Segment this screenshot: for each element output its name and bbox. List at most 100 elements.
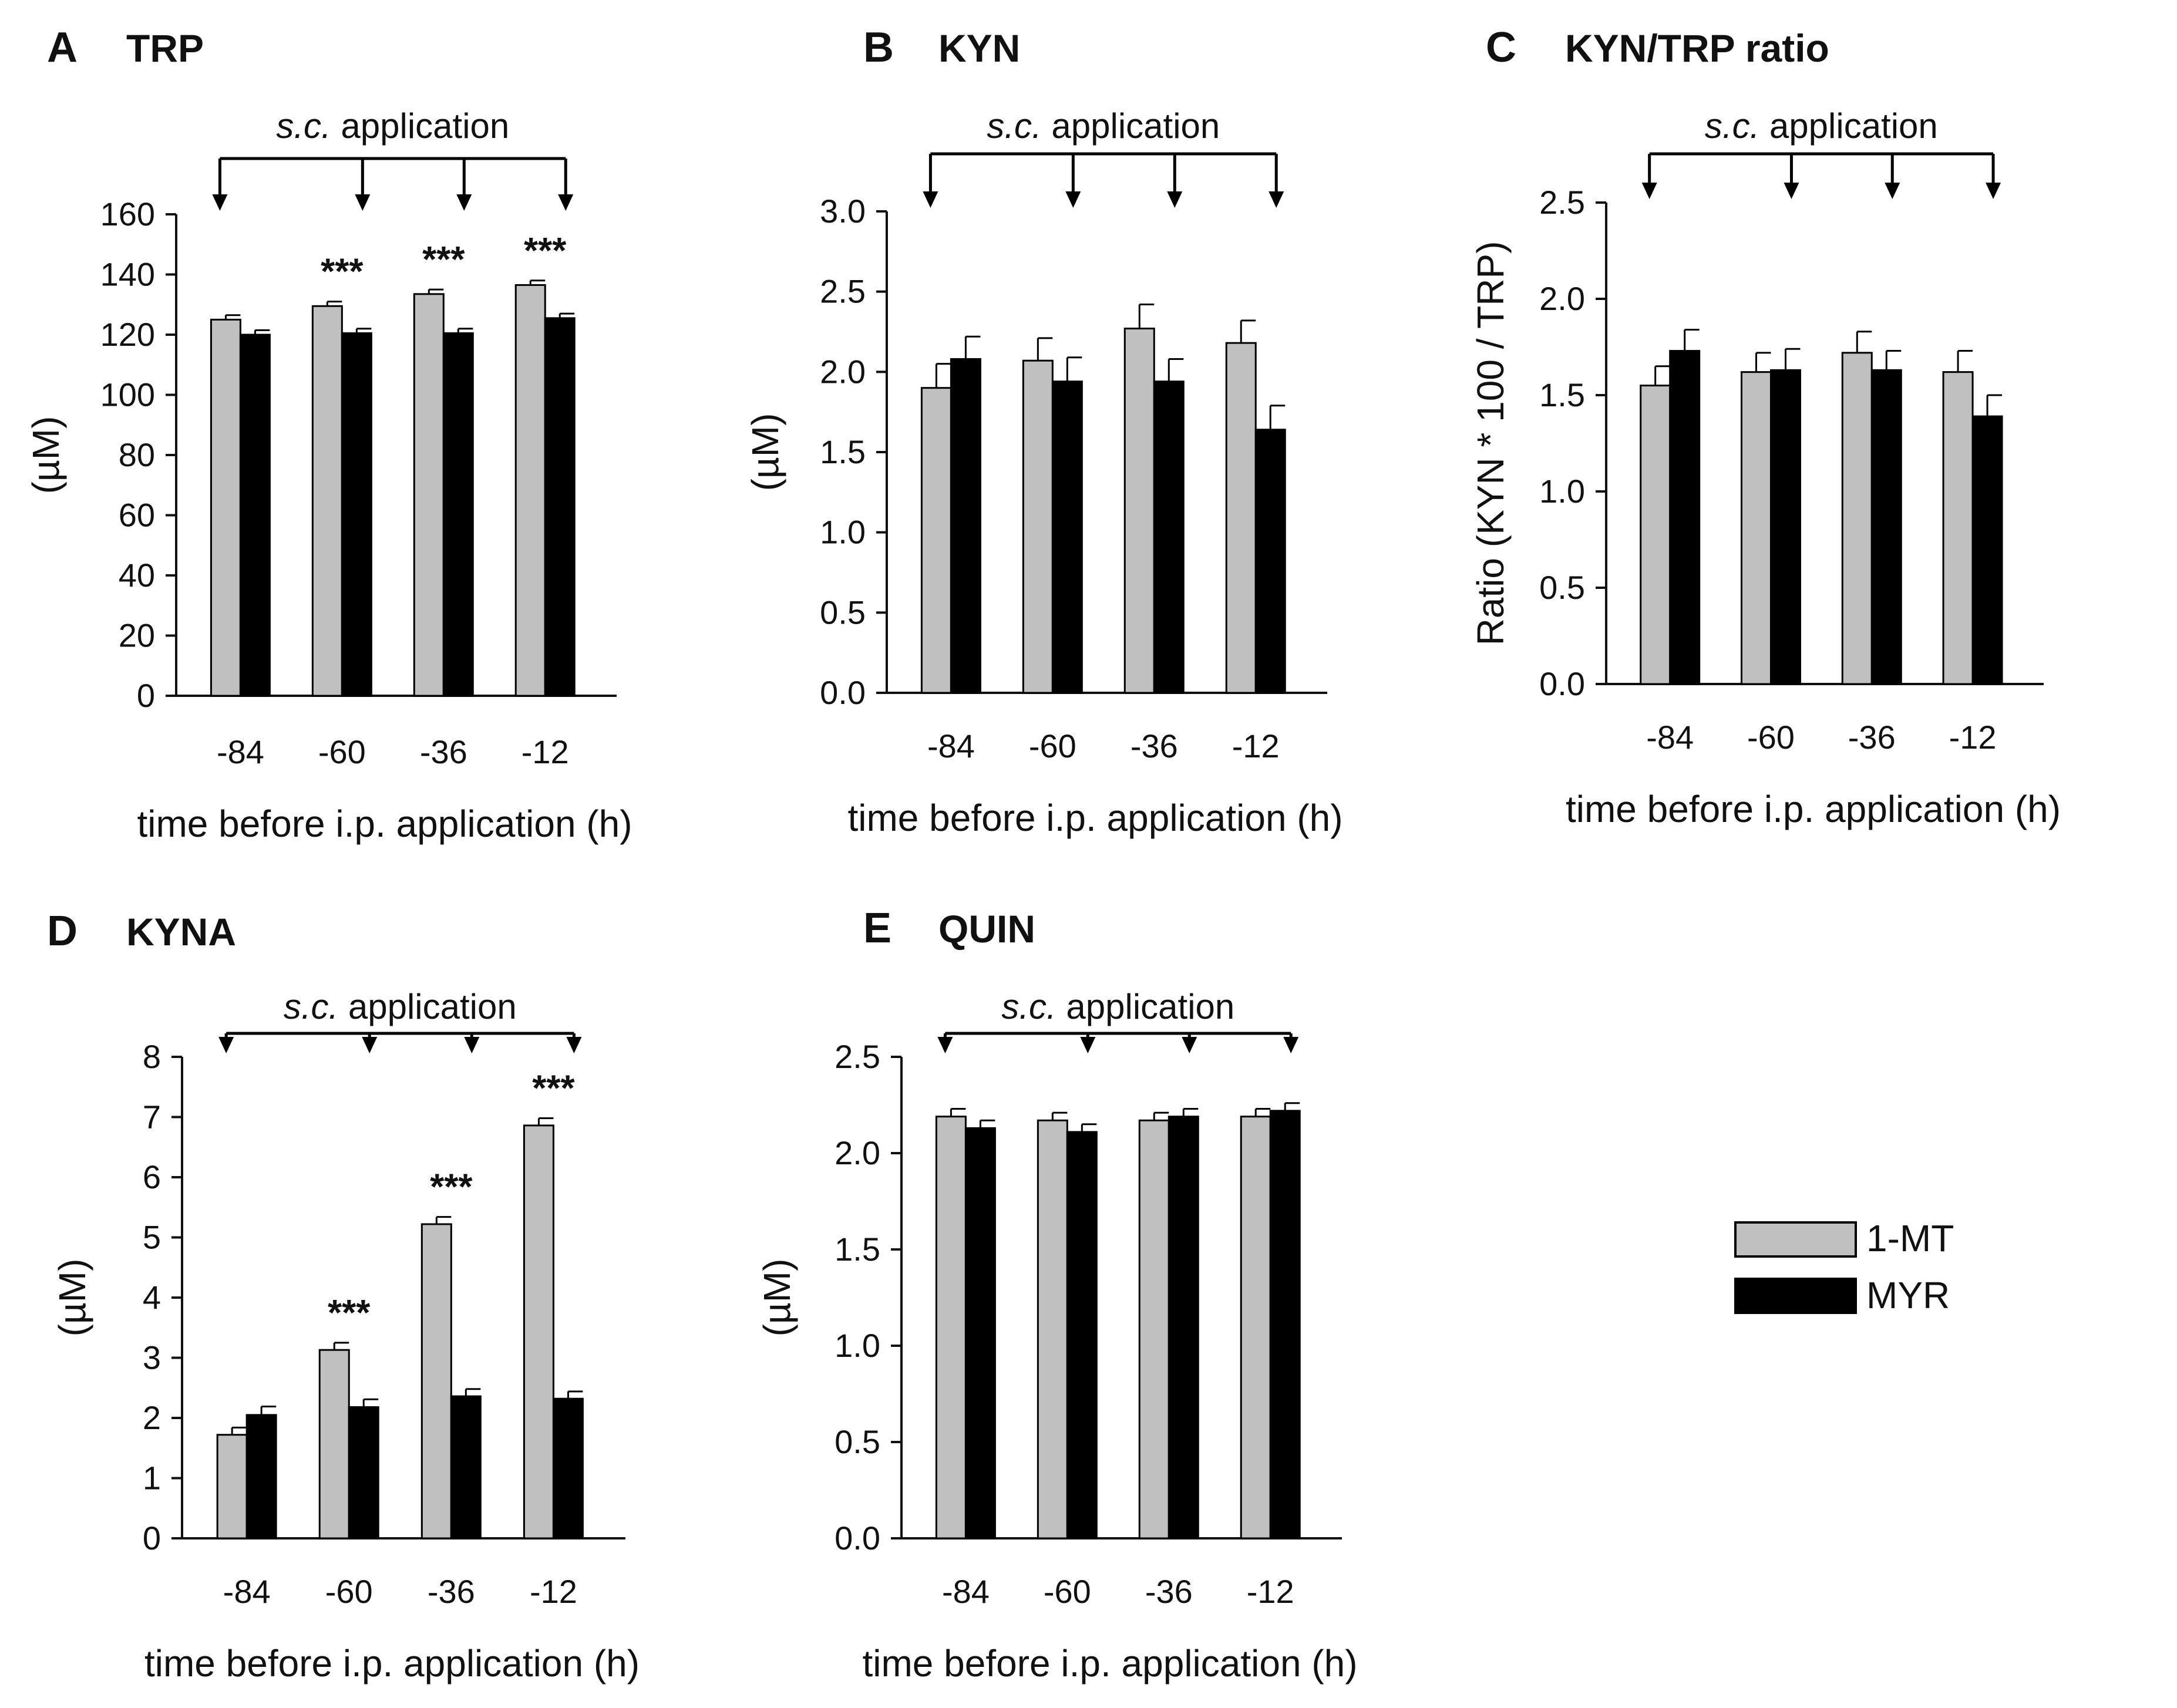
bar-b-1mt-3 bbox=[1225, 342, 1257, 694]
arrow-down-icon bbox=[1641, 183, 1657, 199]
significance-stars-a: *** bbox=[422, 240, 465, 280]
x-tick-label-e: -84 bbox=[942, 1573, 990, 1610]
bar-d-1mt-1 bbox=[318, 1349, 350, 1539]
bar-e-myr-1 bbox=[1066, 1131, 1098, 1539]
x-axis-label-c: time before i.p. application (h) bbox=[1566, 788, 2061, 830]
y-tick-label-d: 4 bbox=[143, 1279, 161, 1316]
bar-c-1mt-2 bbox=[1841, 352, 1873, 685]
bar-d-1mt-3 bbox=[523, 1124, 554, 1539]
bar-b-1mt-2 bbox=[1123, 328, 1155, 694]
arrow-down-icon bbox=[1283, 1037, 1299, 1053]
y-tick-label-a: 100 bbox=[100, 376, 155, 413]
significance-stars-d: *** bbox=[328, 1293, 371, 1333]
y-tick-label-d: 6 bbox=[143, 1158, 161, 1195]
bar-b-1mt-1 bbox=[1022, 359, 1054, 694]
chart-panel-a: A TRP 0 20 40 60 80 100 120 140 160 -84 -60 *** -36 ***… bbox=[25, 24, 632, 845]
y-tick-label-a: 0 bbox=[137, 677, 155, 714]
y-tick-label-b: 2.5 bbox=[820, 273, 866, 310]
y-tick-label-a: 80 bbox=[119, 436, 155, 473]
arrow-down-icon bbox=[566, 1037, 582, 1053]
y-tick-label-d: 0 bbox=[143, 1520, 161, 1557]
panel-title-b: KYN bbox=[938, 26, 1020, 70]
x-tick-label-d: -36 bbox=[428, 1573, 475, 1610]
legend-label-myr: MYR bbox=[1866, 1274, 1950, 1316]
y-axis-label-c: Ratio (KYN * 100 / TRP) bbox=[1469, 241, 1512, 646]
panel-letter-d: D bbox=[47, 908, 78, 955]
arrow-down-icon bbox=[218, 1037, 234, 1053]
x-tick-label-c: -12 bbox=[1949, 719, 1997, 756]
x-tick-label-e: -12 bbox=[1247, 1573, 1294, 1610]
arrow-down-icon bbox=[1268, 191, 1284, 208]
arrow-down-icon bbox=[937, 1037, 953, 1053]
bar-e-myr-3 bbox=[1269, 1110, 1301, 1539]
bar-b-myr-1 bbox=[1051, 380, 1083, 694]
legend: 1-MT MYR bbox=[1734, 1217, 1954, 1316]
application-label-text-a: application bbox=[331, 106, 510, 146]
y-tick-label-e: 2.0 bbox=[835, 1134, 880, 1171]
y-tick-label-c: 0.0 bbox=[1539, 665, 1585, 702]
y-tick-label-c: 2.5 bbox=[1539, 184, 1585, 221]
y-tick-label-a: 120 bbox=[100, 316, 155, 353]
bar-a-1mt-2 bbox=[413, 293, 445, 697]
bar-b-1mt-0 bbox=[920, 387, 952, 694]
y-tick-label-c: 2.0 bbox=[1539, 280, 1585, 317]
arrow-down-icon bbox=[212, 194, 228, 211]
bar-e-1mt-0 bbox=[935, 1116, 967, 1539]
panel-title-d: KYNA bbox=[126, 910, 236, 954]
x-axis-label-e: time before i.p. application (h) bbox=[862, 1642, 1357, 1685]
bar-c-myr-3 bbox=[1971, 415, 2003, 685]
y-tick-label-d: 3 bbox=[143, 1339, 161, 1376]
arrow-down-icon bbox=[558, 194, 574, 211]
bar-d-myr-3 bbox=[552, 1397, 584, 1539]
x-tick-label-e: -36 bbox=[1145, 1573, 1193, 1610]
bar-e-myr-0 bbox=[964, 1127, 996, 1539]
legend-label-1mt: 1-MT bbox=[1866, 1217, 1954, 1259]
y-tick-label-b: 1.0 bbox=[820, 514, 866, 551]
y-axis-label-b: (µM) bbox=[744, 413, 786, 491]
x-tick-label-d: -12 bbox=[530, 1573, 577, 1610]
application-label-text-c: application bbox=[1759, 106, 1938, 146]
bar-a-myr-2 bbox=[442, 332, 474, 697]
panel-title-c: KYN/TRP ratio bbox=[1565, 26, 1829, 70]
panel-letter-b: B bbox=[863, 24, 894, 71]
x-axis-label-a: time before i.p. application (h) bbox=[137, 803, 632, 845]
application-label-text-d: application bbox=[338, 987, 517, 1026]
y-tick-label-c: 0.5 bbox=[1539, 569, 1585, 606]
arrow-down-icon bbox=[1167, 191, 1183, 208]
application-label-text-e: application bbox=[1056, 987, 1235, 1026]
bar-d-1mt-0 bbox=[216, 1434, 248, 1539]
y-tick-label-a: 20 bbox=[119, 617, 155, 654]
application-label-d: s.c. application bbox=[284, 987, 517, 1026]
y-tick-label-e: 1.0 bbox=[835, 1327, 880, 1364]
y-tick-label-d: 1 bbox=[143, 1460, 161, 1497]
y-axis-label-e: (µM) bbox=[756, 1259, 798, 1337]
x-tick-label-a: -36 bbox=[420, 733, 467, 770]
y-axis-label-a: (µM) bbox=[25, 416, 67, 494]
bar-e-myr-2 bbox=[1167, 1116, 1199, 1539]
y-tick-label-a: 140 bbox=[100, 256, 155, 293]
bar-e-1mt-1 bbox=[1037, 1119, 1068, 1539]
application-label-prefix-c: s.c. bbox=[1705, 106, 1759, 146]
bar-d-myr-1 bbox=[348, 1406, 379, 1539]
y-tick-label-e: 0.5 bbox=[835, 1423, 880, 1460]
arrow-down-icon bbox=[1885, 183, 1900, 199]
arrow-down-icon bbox=[1065, 191, 1081, 208]
arrow-down-icon bbox=[1182, 1037, 1197, 1053]
x-tick-label-b: -84 bbox=[927, 727, 975, 764]
y-tick-label-b: 0.0 bbox=[820, 674, 866, 711]
application-label-e: s.c. application bbox=[1001, 987, 1234, 1026]
arrow-down-icon bbox=[1986, 183, 2001, 199]
bar-b-myr-3 bbox=[1254, 429, 1286, 694]
bar-e-1mt-2 bbox=[1138, 1119, 1170, 1539]
y-tick-label-d: 8 bbox=[143, 1038, 161, 1075]
x-axis-label-d: time before i.p. application (h) bbox=[144, 1642, 640, 1685]
x-tick-label-e: -60 bbox=[1044, 1573, 1091, 1610]
chart-panel-c: C KYN/TRP ratio 0.0 0.5 1.0 1.5 2.0 2.5 -84 -60 -3… bbox=[1469, 24, 2061, 830]
bar-c-myr-2 bbox=[1870, 369, 1902, 685]
arrow-down-icon bbox=[355, 194, 371, 211]
y-tick-label-c: 1.5 bbox=[1539, 376, 1585, 413]
bar-d-myr-2 bbox=[450, 1395, 482, 1539]
y-tick-label-a: 60 bbox=[119, 497, 155, 534]
application-label-prefix-d: s.c. bbox=[284, 987, 338, 1026]
application-label-c: s.c. application bbox=[1705, 106, 1938, 146]
